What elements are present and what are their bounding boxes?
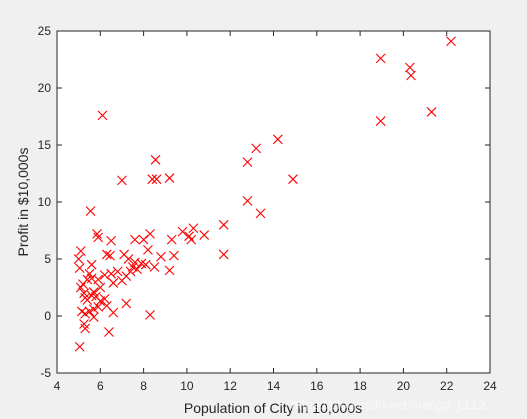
data-point — [105, 250, 115, 261]
data-point — [446, 36, 456, 47]
plot-area — [56, 30, 491, 374]
data-point — [406, 70, 416, 81]
y-tick-label: 25 — [38, 24, 52, 38]
data-point — [143, 244, 153, 255]
data-point — [125, 266, 136, 277]
data-point — [112, 266, 123, 277]
x-tick-label: 12 — [224, 379, 238, 393]
data-point — [108, 307, 119, 318]
data-point — [85, 206, 96, 217]
data-point — [80, 323, 91, 334]
data-point — [88, 312, 99, 323]
y-tick-label: 5 — [44, 252, 51, 266]
data-point — [199, 230, 210, 240]
data-point — [108, 278, 119, 288]
data-point — [147, 174, 158, 185]
data-point — [123, 254, 134, 264]
data-point — [164, 173, 175, 183]
data-point — [166, 234, 177, 245]
data-point — [169, 250, 179, 261]
data-point — [92, 229, 102, 239]
data-point — [186, 234, 197, 245]
data-point — [75, 246, 86, 256]
y-tick-label: 10 — [38, 195, 52, 209]
x-tick-label: 4 — [54, 379, 61, 393]
data-point — [272, 134, 283, 145]
data-point — [132, 264, 142, 275]
data-point — [121, 298, 132, 309]
data-point — [136, 258, 147, 269]
data-point — [251, 143, 262, 154]
data-point — [93, 301, 104, 312]
data-point — [97, 110, 108, 121]
data-point — [99, 294, 110, 304]
x-axis-label: Population of City in 10,000s — [184, 400, 362, 416]
data-point — [288, 174, 298, 185]
y-axis-label: Profit in $10,000s — [15, 148, 31, 257]
data-point — [255, 208, 266, 219]
data-point — [149, 262, 160, 272]
data-markers — [73, 36, 456, 352]
watermark: https://blog.csdn.net/mango_LLLz — [291, 397, 486, 412]
data-point — [150, 154, 161, 165]
data-point — [78, 279, 88, 289]
data-point — [218, 249, 229, 260]
data-point — [156, 251, 166, 262]
y-tick-label: -5 — [40, 366, 51, 380]
data-point — [95, 282, 106, 293]
data-point — [93, 274, 104, 285]
data-point — [145, 309, 155, 320]
data-point — [151, 174, 162, 185]
x-tick-label: 24 — [483, 379, 497, 393]
data-point — [375, 53, 386, 64]
data-point — [218, 219, 229, 230]
data-point — [104, 327, 114, 337]
data-point — [375, 116, 386, 126]
data-point — [106, 268, 117, 279]
x-tick-label: 14 — [267, 379, 281, 393]
data-point — [138, 234, 149, 245]
data-point — [242, 157, 253, 167]
y-tick-label: 20 — [38, 81, 52, 95]
data-point — [73, 254, 84, 264]
data-point — [117, 175, 127, 186]
axis-ticks: 4 6 8 10 12 14 16 18 20 22 24 -5 0 5 10 15 20 25 — [38, 24, 497, 393]
data-point — [86, 259, 97, 270]
data-point — [93, 232, 104, 243]
data-point — [101, 249, 112, 260]
data-point — [106, 235, 117, 246]
y-tick-label: 15 — [38, 138, 52, 152]
x-tick-label: 8 — [140, 379, 147, 393]
x-tick-label: 20 — [397, 379, 411, 393]
data-point — [117, 275, 127, 286]
data-point — [74, 341, 85, 352]
data-point — [188, 223, 199, 234]
x-tick-label: 16 — [310, 379, 324, 393]
x-tick-label: 10 — [180, 379, 194, 393]
data-point — [130, 234, 140, 245]
data-point — [74, 263, 85, 274]
data-point — [164, 265, 175, 276]
data-point — [426, 107, 437, 117]
data-point — [177, 226, 188, 237]
x-tick-label: 18 — [353, 379, 367, 393]
x-tick-label: 6 — [97, 379, 104, 393]
data-point — [145, 229, 155, 239]
data-point — [242, 195, 253, 206]
data-point — [405, 62, 415, 73]
y-tick-label: 0 — [44, 309, 51, 323]
x-tick-label: 22 — [440, 379, 454, 393]
